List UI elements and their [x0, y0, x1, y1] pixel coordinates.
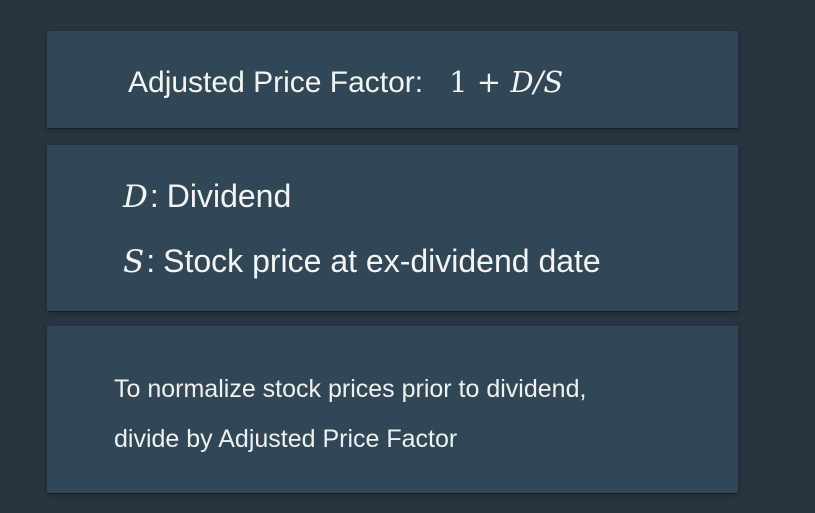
definition-separator: :: [149, 178, 159, 214]
definition-meaning-stock-price: Stock price at ex-dividend date: [163, 243, 601, 279]
definition-stock-price: S: Stock price at ex-dividend date: [123, 241, 601, 282]
formula-plus-operator: +: [476, 65, 502, 99]
note-panel: To normalize stock prices prior to divid…: [47, 326, 738, 493]
formula-division-slash: /: [533, 65, 544, 99]
definition-meaning-dividend: Dividend: [166, 178, 292, 214]
definition-symbol-d: D: [123, 179, 148, 215]
note-text: To normalize stock prices prior to divid…: [114, 364, 714, 464]
note-line-1: To normalize stock prices prior to divid…: [114, 375, 587, 403]
formula-panel: Adjusted Price Factor: 1 + D/S: [47, 31, 738, 128]
formula-dividend-symbol: D: [510, 65, 534, 99]
note-line-2: divide by Adjusted Price Factor: [114, 425, 458, 453]
formula-label: Adjusted Price Factor:: [128, 66, 424, 99]
formula-line: Adjusted Price Factor: 1 + D/S: [128, 64, 563, 101]
definitions-panel: D: Dividend S: Stock price at ex-dividend …: [47, 145, 738, 311]
formula-stock-price-symbol: S: [543, 65, 564, 99]
definition-dividend: D: Dividend: [123, 176, 291, 217]
formula-expression: 1 + D/S: [449, 64, 563, 100]
definition-separator: :: [146, 243, 156, 279]
definition-symbol-s: S: [123, 244, 145, 280]
formula-constant: 1: [449, 65, 468, 99]
